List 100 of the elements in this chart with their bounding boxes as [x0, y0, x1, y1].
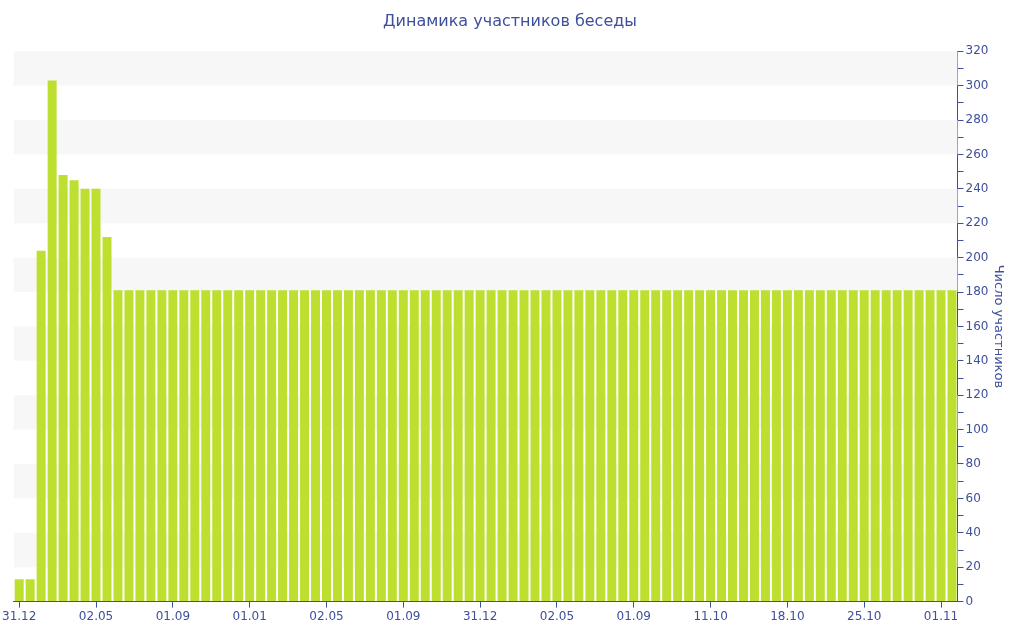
bar	[267, 290, 277, 602]
y-tick-label: 20	[965, 559, 981, 574]
bar	[837, 290, 847, 602]
bar	[585, 290, 595, 602]
bar	[453, 290, 463, 602]
chart-title: Динамика участников беседы	[383, 10, 637, 30]
y-tick-label: 160	[965, 318, 989, 333]
bar	[387, 290, 397, 602]
y-axis-title: Число участников	[991, 264, 1007, 389]
y-tick-label: 120	[965, 387, 989, 402]
y-tick-label: 220	[965, 215, 989, 230]
y-tick-label: 80	[965, 456, 981, 471]
x-tick-label: 01.09	[386, 608, 421, 623]
bar	[673, 290, 683, 602]
x-tick-label: 11.10	[693, 608, 728, 623]
bar	[859, 290, 869, 602]
bar	[728, 290, 738, 602]
bar	[706, 290, 716, 602]
bar	[717, 290, 727, 602]
bar	[168, 290, 178, 602]
bar	[826, 290, 836, 602]
bar	[376, 290, 386, 602]
bar	[936, 290, 946, 602]
x-tick-label: 01.11	[923, 608, 959, 623]
y-tick-label: 300	[965, 77, 989, 92]
x-tick-label: 18.10	[770, 608, 805, 623]
x-tick-label: 01.09	[155, 608, 191, 623]
x-tick-label: 02.05	[309, 608, 344, 623]
bar	[596, 290, 606, 602]
y-tick-label: 240	[965, 180, 989, 195]
bar	[146, 290, 156, 602]
bar	[695, 290, 705, 602]
bar	[684, 290, 694, 602]
x-tick-label: 31.12	[462, 608, 498, 623]
bar	[563, 290, 573, 602]
bar	[947, 290, 957, 602]
bar	[848, 290, 858, 602]
bar	[771, 290, 781, 602]
bar	[157, 290, 167, 602]
bar	[69, 180, 79, 602]
bar	[91, 188, 101, 602]
y-tick-label: 0	[965, 593, 974, 608]
bar	[793, 290, 803, 602]
bar	[903, 290, 913, 602]
bar	[223, 290, 233, 602]
bar	[124, 290, 134, 602]
bar	[431, 290, 441, 602]
bar	[365, 290, 375, 602]
y-tick-label: 260	[965, 146, 989, 161]
bar	[508, 290, 518, 602]
bar	[354, 290, 364, 602]
x-tick-label: 02.05	[539, 608, 575, 623]
x-tick-label: 31.12	[2, 608, 37, 623]
bar	[881, 290, 891, 602]
bar	[36, 250, 46, 602]
bar	[662, 290, 672, 602]
bar	[179, 290, 189, 602]
y-tick-label: 180	[965, 284, 989, 299]
bar	[914, 290, 924, 602]
y-tick-label: 320	[965, 43, 989, 58]
bar	[398, 290, 408, 602]
y-tick-label: 60	[965, 490, 981, 505]
bar	[321, 290, 331, 602]
bar	[574, 290, 584, 602]
bar	[80, 188, 90, 602]
bar	[629, 290, 639, 602]
bar	[409, 290, 419, 602]
bar	[245, 290, 255, 602]
bar	[420, 290, 430, 602]
x-tick-label: 02.05	[78, 608, 114, 623]
bar	[760, 290, 770, 602]
bar	[201, 290, 211, 602]
bar	[640, 290, 650, 602]
bar	[234, 290, 244, 602]
y-tick-label: 100	[965, 421, 989, 436]
bar	[25, 579, 35, 602]
bar	[442, 290, 452, 602]
bar	[289, 290, 299, 602]
bar	[749, 290, 759, 602]
bar	[14, 579, 24, 602]
bar	[475, 290, 485, 602]
bar	[212, 290, 222, 602]
bar	[278, 290, 288, 602]
bar	[618, 290, 628, 602]
x-tick-label: 25.10	[847, 608, 882, 623]
y-tick-label: 140	[965, 352, 989, 367]
bar	[300, 290, 310, 602]
bar	[135, 290, 145, 602]
bar	[190, 290, 200, 602]
bar	[497, 290, 507, 602]
bar	[892, 290, 902, 602]
y-tick-label: 280	[965, 112, 989, 127]
bar	[651, 290, 661, 602]
bar	[332, 290, 342, 602]
bar	[607, 290, 617, 602]
bar	[804, 290, 814, 602]
bar	[925, 290, 935, 602]
bar	[464, 290, 474, 602]
bar	[47, 80, 57, 602]
x-tick-label: 01.01	[232, 608, 267, 623]
